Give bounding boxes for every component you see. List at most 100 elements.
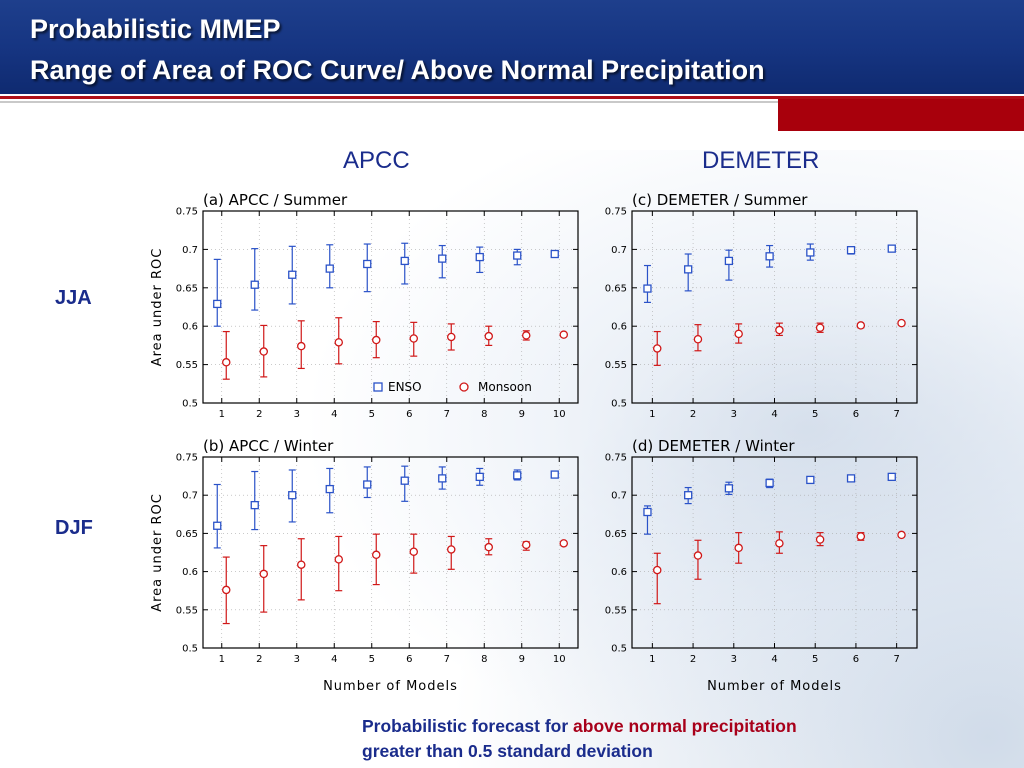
- column-label-apcc: APCC: [343, 147, 410, 174]
- monsoon-point: [371, 550, 381, 560]
- monsoon-point: [446, 545, 456, 554]
- y-tick-label: 0.75: [605, 207, 627, 218]
- monsoon-point: [221, 585, 231, 595]
- monsoon-point: [559, 539, 569, 548]
- enso-point: [550, 470, 559, 479]
- monsoon-point: [856, 321, 866, 330]
- monsoon-point: [334, 555, 343, 564]
- plot-frame: [202, 210, 579, 404]
- y-tick-label: 0.55: [605, 360, 627, 371]
- slide-title: Probabilistic MMEP: [30, 14, 281, 44]
- enso-point: [643, 284, 652, 293]
- legend-enso-label: ENSO: [388, 380, 422, 394]
- monsoon-point: [334, 338, 343, 347]
- monsoon-point: [815, 323, 825, 332]
- enso-point: [400, 256, 409, 266]
- monsoon-point: [259, 569, 268, 579]
- x-tick-label: 2: [256, 654, 262, 665]
- y-tick-label: 0.5: [182, 399, 198, 410]
- grey-divider: [0, 101, 1024, 103]
- footnote-part2: greater than 0.5 standard deviation: [362, 741, 653, 761]
- y-tick-label: 0.55: [605, 605, 627, 616]
- monsoon-point: [693, 335, 703, 344]
- y-tick-label: 0.7: [182, 245, 198, 256]
- title-banner: Probabilistic MMEP Range of Area of ROC …: [0, 0, 1024, 94]
- chart-panel-b: (b) APCC / Winter 0.5 0.55 0.6 0.65 0.7 0.75 1 2…: [150, 437, 579, 694]
- enso-point: [213, 521, 222, 530]
- monsoon-point: [856, 532, 866, 541]
- y-tick-label: 0.55: [176, 605, 198, 616]
- monsoon-point: [484, 331, 493, 341]
- x-tick-label: 6: [853, 409, 859, 420]
- enso-point: [213, 299, 222, 309]
- enso-point: [684, 491, 693, 500]
- x-tick-label: 5: [812, 654, 818, 665]
- enso-point: [438, 254, 447, 263]
- enso-point: [513, 251, 522, 260]
- chart-panel-a: (a) APCC / Summer 0.5 0.55 0.6 0.65 0.7 0.75 1 2…: [150, 191, 579, 420]
- y-tick-label: 0.65: [605, 283, 627, 294]
- y-tick-label: 0.6: [611, 567, 627, 578]
- chart-panel-d: (d) DEMETER / Winter 0.5 0.55 0.6 0.65 0.7 0.7…: [605, 437, 918, 694]
- x-tick-label: 4: [331, 409, 337, 420]
- monsoon-point: [652, 565, 662, 575]
- x-tick-label: 1: [649, 654, 655, 665]
- monsoon-point: [259, 347, 268, 356]
- x-tick-label: 8: [481, 654, 487, 665]
- enso-point: [513, 471, 522, 480]
- panel-title: (c) DEMETER / Summer: [632, 191, 808, 209]
- x-tick-label: 5: [369, 654, 375, 665]
- y-tick-label: 0.5: [182, 644, 198, 655]
- enso-point: [806, 248, 815, 257]
- x-tick-label: 7: [893, 409, 899, 420]
- x-tick-label: 4: [331, 654, 337, 665]
- x-tick-label: 6: [406, 409, 412, 420]
- monsoon-point: [296, 560, 306, 569]
- x-axis-label: Number of Models: [323, 679, 458, 694]
- x-tick-label: 4: [771, 654, 777, 665]
- x-tick-label: 3: [731, 654, 737, 665]
- x-tick-label: 2: [690, 409, 696, 420]
- enso-point: [325, 264, 334, 273]
- x-tick-label: 6: [853, 654, 859, 665]
- footnote: Probabilistic forecast for above normal …: [362, 714, 797, 764]
- monsoon-point: [559, 330, 569, 339]
- x-tick-label: 4: [771, 409, 777, 420]
- y-tick-label: 0.65: [176, 283, 198, 294]
- enso-point: [288, 270, 297, 279]
- plot-frame: [202, 456, 579, 649]
- legend-enso-marker: [373, 382, 383, 392]
- monsoon-point: [409, 547, 418, 556]
- enso-point: [475, 472, 484, 482]
- x-tick-label: 9: [519, 409, 525, 420]
- enso-point: [887, 472, 896, 482]
- enso-point: [475, 252, 484, 262]
- y-axis-label: Area under ROC: [150, 248, 165, 367]
- enso-point: [325, 484, 334, 494]
- x-tick-label: 6: [406, 654, 412, 665]
- y-tick-label: 0.6: [182, 567, 198, 578]
- y-tick-label: 0.7: [611, 245, 627, 256]
- monsoon-point: [522, 331, 531, 340]
- y-tick-label: 0.5: [611, 399, 627, 410]
- world-map-background: [300, 150, 1024, 768]
- enso-point: [250, 280, 259, 289]
- footnote-part1: Probabilistic forecast for: [362, 716, 574, 736]
- x-tick-label: 7: [444, 409, 450, 420]
- x-tick-label: 10: [553, 409, 566, 420]
- enso-point: [363, 259, 372, 269]
- slide-subtitle: Range of Area of ROC Curve/ Above Normal…: [30, 55, 765, 85]
- y-tick-label: 0.75: [176, 207, 198, 218]
- enso-point: [724, 484, 734, 493]
- y-tick-label: 0.7: [611, 491, 627, 502]
- y-tick-label: 0.75: [176, 453, 198, 464]
- enso-point: [765, 478, 774, 488]
- monsoon-point: [296, 341, 306, 351]
- y-tick-label: 0.55: [176, 360, 198, 371]
- monsoon-point: [815, 535, 825, 544]
- row-label-djf: DJF: [55, 517, 93, 539]
- monsoon-point: [409, 334, 418, 343]
- red-accent-block: [778, 99, 1024, 131]
- enso-point: [846, 246, 856, 255]
